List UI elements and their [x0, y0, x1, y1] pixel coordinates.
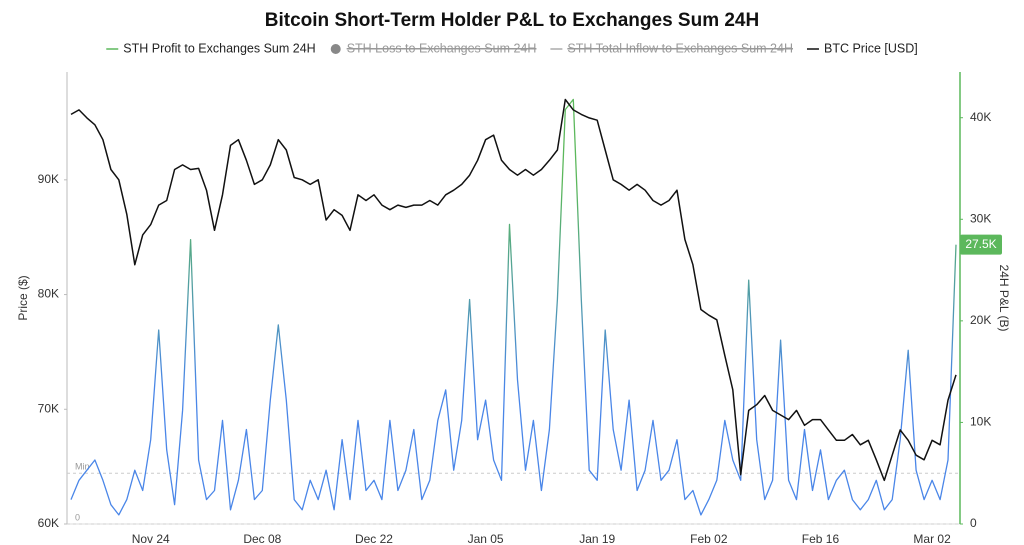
x-tick-label: Mar 02: [913, 532, 951, 545]
reference-label: Min: [75, 462, 90, 472]
legend-item: STH Loss to Exchanges Sum 24H: [330, 41, 537, 55]
x-tick-label: Feb 16: [802, 532, 840, 545]
legend: STH Profit to Exchanges Sum 24H STH Loss …: [106, 41, 918, 55]
series-line: [70, 98, 957, 482]
x-tick-label: Dec 08: [243, 532, 281, 545]
x-tick-label: Jan 05: [468, 532, 504, 545]
y-tick-label: 60K: [38, 516, 59, 530]
legend-marker: [330, 44, 341, 54]
y2-tick-label: 10K: [970, 415, 991, 429]
legend-label: STH Total Inflow to Exchanges Sum 24H: [567, 41, 793, 55]
legend-item: STH Total Inflow to Exchanges Sum 24H: [550, 41, 793, 55]
value-badge: [960, 234, 1002, 255]
y-axis-label: Price ($): [16, 275, 30, 320]
chart-title: Bitcoin Short-Term Holder P&L to Exchang…: [265, 10, 759, 31]
y-tick-label: 90K: [38, 172, 59, 186]
reference-label: 0: [75, 512, 80, 522]
y-tick-label: 80K: [38, 287, 59, 301]
y2-tick-label: 20K: [970, 313, 991, 327]
legend-label: STH Profit to Exchanges Sum 24H: [123, 41, 315, 55]
legend-label: BTC Price [USD]: [824, 41, 918, 55]
legend-item: STH Profit to Exchanges Sum 24H: [106, 41, 316, 55]
value-badge-label: 27.5K: [965, 237, 996, 251]
x-tick-label: Nov 24: [132, 532, 170, 545]
y2-axis-label: 24H P&L (B): [997, 265, 1011, 332]
y2-tick-label: 40K: [970, 110, 991, 124]
legend-label: STH Loss to Exchanges Sum 24H: [347, 41, 537, 55]
x-tick-label: Dec 22: [355, 532, 393, 545]
y2-tick-label: 0: [970, 516, 977, 530]
y2-tick-label: 30K: [970, 211, 991, 225]
legend-item: BTC Price [USD]: [806, 41, 918, 55]
series-line: [70, 98, 957, 516]
x-tick-label: Feb 02: [690, 532, 728, 545]
y-tick-label: 70K: [38, 401, 59, 415]
x-tick-label: Jan 19: [579, 532, 615, 545]
